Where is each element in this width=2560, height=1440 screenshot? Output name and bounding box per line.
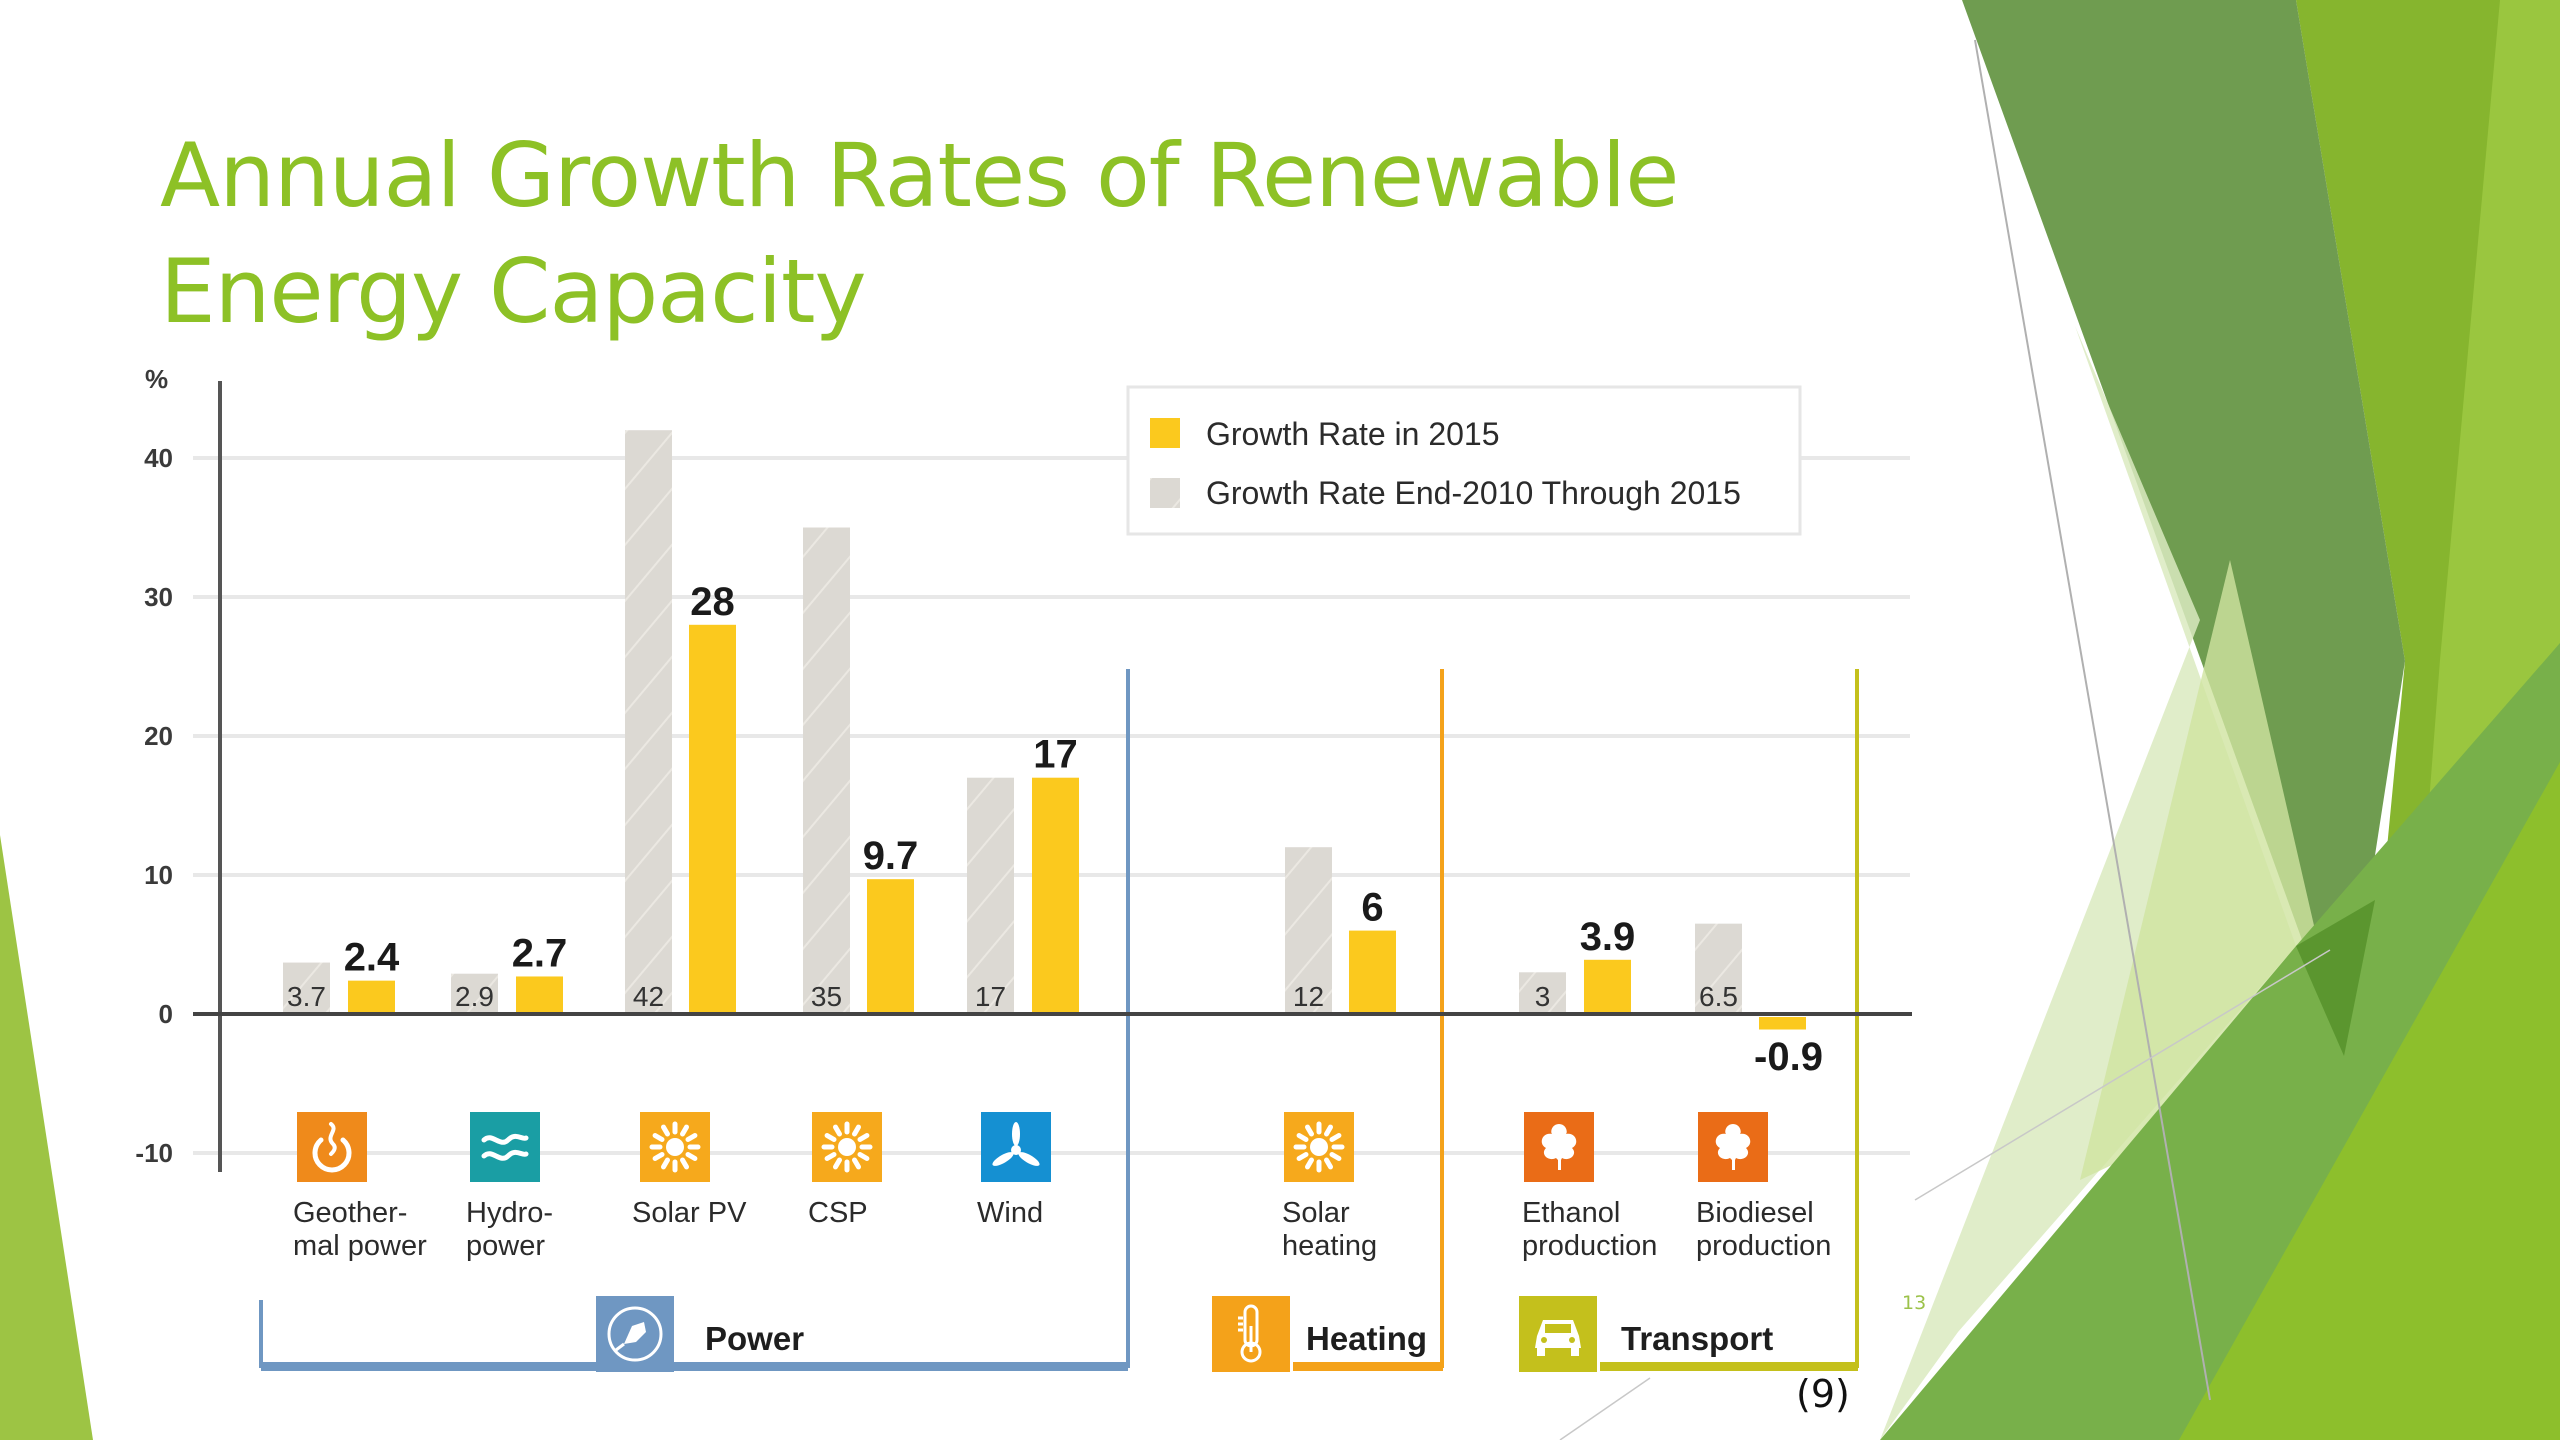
bar-2015 — [1584, 959, 1631, 1014]
bar-2010-2015 — [1695, 923, 1742, 1014]
bar-2015 — [867, 879, 914, 1014]
deco-thin-line-2 — [1914, 949, 2331, 1201]
bottom-bright-lime — [2179, 762, 2560, 1440]
category-label: heating — [1282, 1230, 1377, 1262]
power-plug-icon — [596, 1296, 674, 1372]
category-label: production — [1696, 1230, 1831, 1262]
y-tick-label: 10 — [144, 860, 173, 890]
slide-number: 13 — [1902, 1292, 1927, 1314]
bar-label-2010-2015: 42 — [633, 981, 664, 1012]
category-labels: Geother-mal power Hydro-power Solar PV CSP W… — [293, 1197, 1831, 1262]
bar-2010-2015 — [1285, 847, 1332, 1014]
dark-overlap — [2296, 900, 2375, 1056]
axes: 40 30 20 10 0 -10% — [135, 364, 1912, 1172]
group-brackets: Power Heating Transport — [259, 1296, 1858, 1372]
bar-2010-2015 — [967, 777, 1014, 1014]
category-label: CSP — [808, 1197, 868, 1229]
bar-label-2010-2015: 2.9 — [455, 981, 494, 1012]
bar-label-2015: 3.9 — [1580, 915, 1636, 959]
bar-label-2015: 6 — [1361, 886, 1383, 930]
hydro-waves-icon — [470, 1112, 540, 1182]
group-label-heating: Heating — [1306, 1320, 1427, 1357]
slide-title: Annual Growth Rates of Renewable Energy … — [160, 118, 1860, 350]
bar-2015 — [516, 976, 563, 1014]
dark-green-triangle — [1962, 0, 2405, 1056]
title-line-1: Annual Growth Rates of Renewable — [160, 124, 1679, 227]
bar-label-2015: -0.9 — [1754, 1035, 1823, 1079]
y-tick-label: 40 — [144, 443, 173, 473]
legend-swatch-2015 — [1150, 418, 1180, 448]
legend-box — [1126, 385, 1802, 536]
source-reference: (9) — [1796, 1372, 1850, 1416]
legend-label-2010-2015: Growth Rate End-2010 Through 2015 — [1206, 475, 1741, 511]
category-label: Biodiesel — [1696, 1197, 1814, 1229]
bar-2015 — [1759, 1017, 1806, 1030]
bar-2015 — [1032, 777, 1079, 1014]
category-label: Wind — [977, 1197, 1043, 1229]
category-label: Hydro- — [466, 1197, 553, 1229]
bar-label-2010-2015: 3 — [1535, 981, 1551, 1012]
category-icons — [297, 1112, 1768, 1182]
bar-label-2010-2015: 3.7 — [287, 981, 326, 1012]
title-line-2: Energy Capacity — [160, 240, 867, 343]
bar-2010-2015 — [803, 527, 850, 1014]
bar-2010-2015 — [451, 973, 498, 1014]
bar-label-2010-2015: 12 — [1293, 981, 1324, 1012]
sun-icon — [1284, 1112, 1354, 1182]
bar-2015 — [348, 980, 395, 1014]
y-tick-label: 20 — [144, 721, 173, 751]
sun-icon — [640, 1112, 710, 1182]
category-label: production — [1522, 1230, 1657, 1262]
wind-turbine-icon — [981, 1112, 1051, 1182]
bar-label-2010-2015: 6.5 — [1699, 981, 1738, 1012]
bar-label-2015: 28 — [690, 580, 735, 624]
y-tick-label: 30 — [144, 582, 173, 612]
category-label: Ethanol — [1522, 1197, 1620, 1229]
group-bracket — [261, 1362, 1128, 1371]
category-label: mal power — [293, 1230, 427, 1262]
y-tick-label: 0 — [159, 999, 173, 1029]
category-label: Solar — [1282, 1197, 1350, 1229]
pale-green-triangle — [1880, 326, 2296, 1440]
group-separators — [1126, 669, 1859, 1368]
bar-label-2010-2015: 35 — [811, 981, 842, 1012]
group-bracket — [1293, 1362, 1443, 1371]
bar-2015 — [689, 624, 736, 1014]
sun-icon — [812, 1112, 882, 1182]
legend-swatch-2010-2015 — [1150, 478, 1180, 508]
leaf-icon — [1524, 1112, 1594, 1182]
group-bracket — [1600, 1362, 1858, 1371]
left-green-wedge — [0, 835, 93, 1440]
bar-2010-2015 — [1519, 972, 1566, 1014]
bar-2010-2015 — [283, 962, 330, 1014]
bar-2010-2015 — [625, 430, 672, 1014]
category-label: Solar PV — [632, 1197, 747, 1229]
deco-thin-line-3 — [1559, 1377, 1651, 1440]
bar-label-2015: 2.4 — [344, 936, 400, 980]
bar-label-2015: 17 — [1033, 733, 1078, 777]
group-label-transport: Transport — [1621, 1320, 1773, 1357]
group-label-power: Power — [705, 1320, 804, 1357]
bar-label-2015: 9.7 — [863, 834, 919, 878]
deco-thin-line-1 — [1974, 39, 2211, 1401]
geothermal-icon — [297, 1112, 367, 1182]
y-tick-label: -10 — [135, 1138, 173, 1168]
legend-label-2015: Growth Rate in 2015 — [1206, 416, 1500, 452]
y-axis-unit-label: % — [145, 364, 168, 394]
category-label: Geother- — [293, 1197, 407, 1229]
bar-2015 — [1349, 930, 1396, 1014]
bar-label-2015: 2.7 — [512, 931, 568, 975]
thermometer-icon — [1212, 1296, 1290, 1372]
car-icon — [1519, 1296, 1597, 1372]
category-label: power — [466, 1230, 545, 1262]
bars: 3.7 2.4 2.9 2.7 42 28 35 9.7 17 17 12 6 3 3.9 6.5 -0.9 — [283, 430, 1823, 1079]
leaf-icon — [1698, 1112, 1768, 1182]
bar-label-2010-2015: 17 — [975, 981, 1006, 1012]
legend: Growth Rate in 2015 Growth Rate End-2010… — [1126, 385, 1802, 536]
